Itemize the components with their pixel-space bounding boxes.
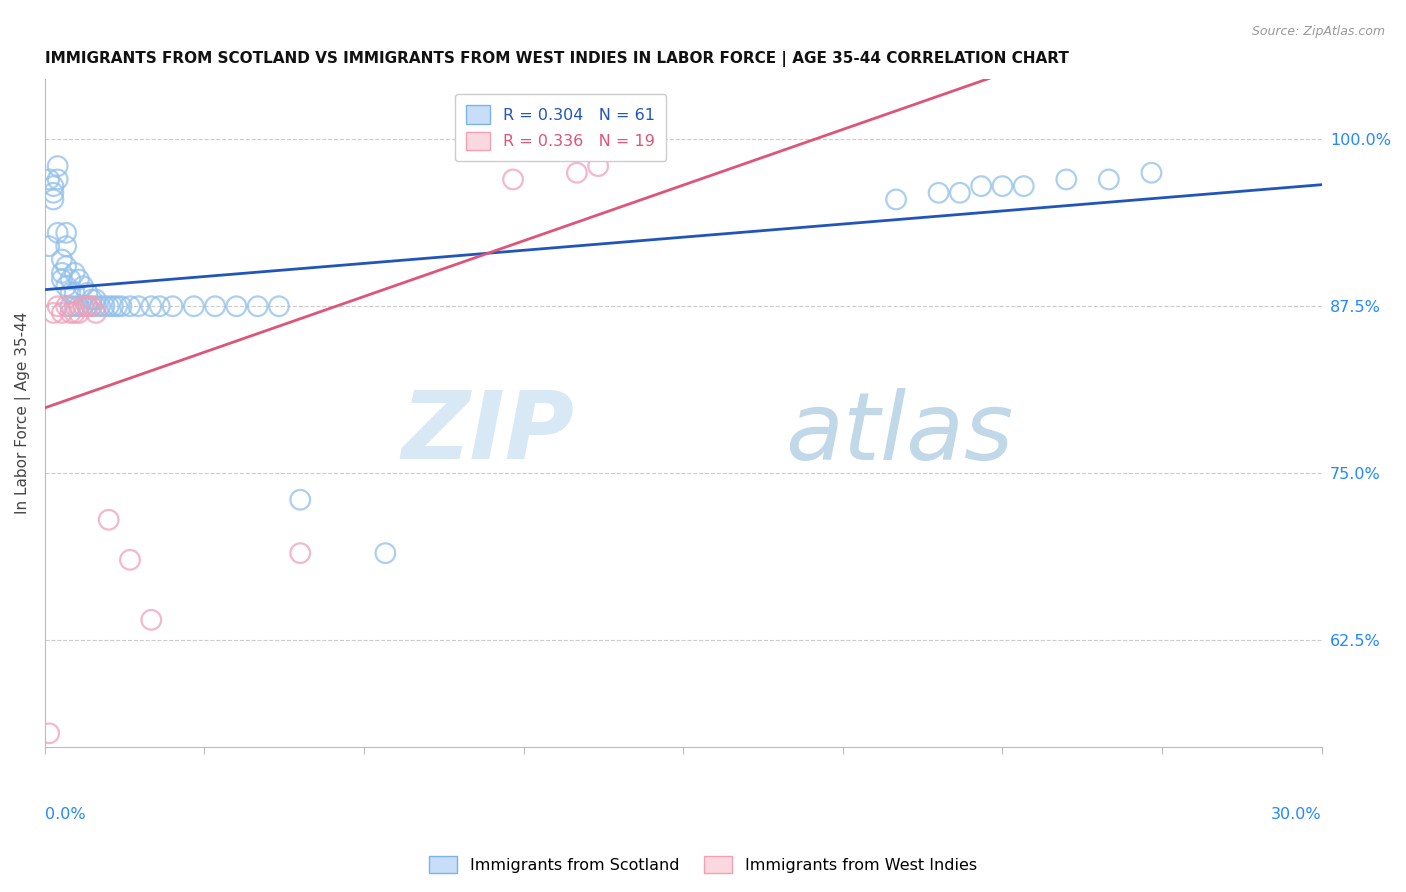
Text: Source: ZipAtlas.com: Source: ZipAtlas.com — [1251, 25, 1385, 38]
Text: atlas: atlas — [786, 387, 1014, 478]
Point — [51, 272, 73, 286]
Point — [46, 226, 69, 240]
Point — [59, 306, 82, 320]
Legend: Immigrants from Scotland, Immigrants from West Indies: Immigrants from Scotland, Immigrants fro… — [422, 849, 984, 880]
Point — [67, 272, 90, 286]
Point — [38, 239, 60, 253]
Point — [1012, 179, 1035, 194]
Point — [991, 179, 1014, 194]
Point — [46, 172, 69, 186]
Point — [42, 179, 65, 194]
Point — [67, 306, 90, 320]
Point — [1140, 166, 1163, 180]
Text: IMMIGRANTS FROM SCOTLAND VS IMMIGRANTS FROM WEST INDIES IN LABOR FORCE | AGE 35-: IMMIGRANTS FROM SCOTLAND VS IMMIGRANTS F… — [45, 51, 1069, 67]
Point — [59, 272, 82, 286]
Point — [118, 553, 141, 567]
Point — [128, 299, 150, 313]
Point — [59, 299, 82, 313]
Point — [67, 299, 90, 313]
Point — [290, 492, 312, 507]
Point — [76, 299, 98, 313]
Point — [949, 186, 972, 200]
Point — [51, 266, 73, 280]
Point — [72, 299, 94, 313]
Point — [51, 306, 73, 320]
Point — [97, 513, 120, 527]
Point — [63, 285, 86, 300]
Point — [72, 279, 94, 293]
Point — [97, 299, 120, 313]
Point — [89, 299, 111, 313]
Point — [1098, 172, 1121, 186]
Point — [38, 726, 60, 740]
Point — [42, 186, 65, 200]
Point — [970, 179, 993, 194]
Point — [162, 299, 184, 313]
Point — [183, 299, 205, 313]
Point — [225, 299, 247, 313]
Point — [884, 193, 907, 207]
Point — [80, 299, 103, 313]
Point — [267, 299, 290, 313]
Point — [928, 186, 950, 200]
Point — [76, 285, 98, 300]
Point — [101, 299, 124, 313]
Point — [141, 299, 163, 313]
Text: 30.0%: 30.0% — [1271, 806, 1322, 822]
Point — [502, 172, 524, 186]
Point — [55, 259, 77, 273]
Point — [84, 299, 107, 313]
Point — [38, 172, 60, 186]
Point — [63, 299, 86, 313]
Point — [72, 299, 94, 313]
Point — [565, 166, 588, 180]
Point — [105, 299, 128, 313]
Text: 0.0%: 0.0% — [45, 806, 86, 822]
Legend: R = 0.304   N = 61, R = 0.336   N = 19: R = 0.304 N = 61, R = 0.336 N = 19 — [456, 94, 666, 161]
Point — [246, 299, 269, 313]
Point — [76, 299, 98, 313]
Point — [93, 299, 115, 313]
Point — [63, 306, 86, 320]
Point — [84, 293, 107, 307]
Point — [42, 306, 65, 320]
Point — [149, 299, 172, 313]
Point — [80, 299, 103, 313]
Point — [59, 285, 82, 300]
Point — [51, 252, 73, 267]
Text: ZIP: ZIP — [402, 387, 575, 479]
Point — [141, 613, 163, 627]
Point — [55, 279, 77, 293]
Point — [118, 299, 141, 313]
Point — [46, 299, 69, 313]
Point — [586, 159, 609, 173]
Point — [204, 299, 226, 313]
Point — [63, 266, 86, 280]
Point — [110, 299, 132, 313]
Point — [84, 306, 107, 320]
Point — [55, 226, 77, 240]
Point — [76, 299, 98, 313]
Point — [46, 159, 69, 173]
Point — [290, 546, 312, 560]
Point — [55, 239, 77, 253]
Point — [55, 299, 77, 313]
Y-axis label: In Labor Force | Age 35-44: In Labor Force | Age 35-44 — [15, 312, 31, 514]
Point — [80, 293, 103, 307]
Point — [374, 546, 396, 560]
Point — [42, 193, 65, 207]
Point — [1054, 172, 1077, 186]
